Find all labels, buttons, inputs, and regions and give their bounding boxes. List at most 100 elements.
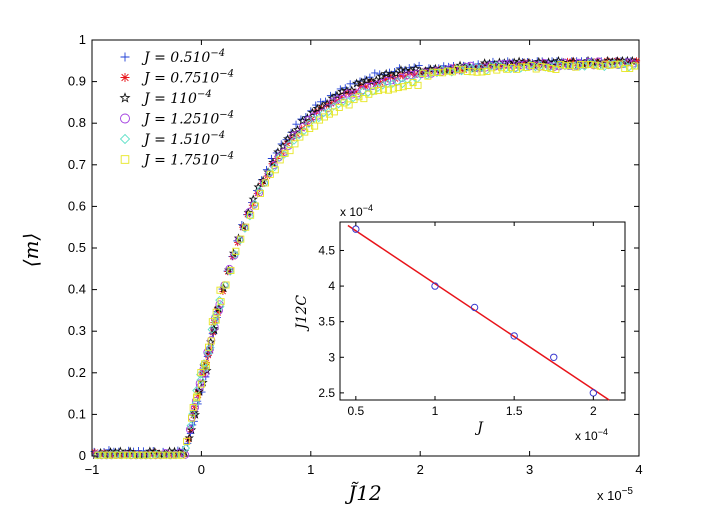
main-ticks: −1 0 1 2 3 400.10.20.30.40.50.60.70.80.91 (68, 32, 643, 477)
data-point (335, 103, 343, 111)
main-x-tick-label: −1 (85, 462, 100, 477)
data-point (358, 87, 368, 96)
legend-item: J = 1.7510−4 (120, 151, 234, 169)
inset-x-tick-label: 1 (432, 404, 439, 418)
data-point (214, 309, 222, 317)
data-point (232, 247, 240, 255)
legend-item: J = 110−4 (119, 89, 212, 107)
legend-item: J = 0.510−4 (120, 48, 225, 66)
data-point (382, 76, 391, 85)
data-point (296, 133, 304, 141)
data-point (586, 61, 594, 69)
data-point (407, 71, 416, 80)
data-point (512, 65, 520, 73)
legend-label: J = 0.510−4 (141, 48, 225, 66)
data-point (271, 166, 279, 174)
legend-item: J = 1.510−4 (119, 130, 225, 148)
inset-x-tick-label: 2 (590, 404, 597, 418)
data-point (306, 124, 314, 133)
data-point (619, 59, 629, 68)
data-point (133, 451, 141, 459)
main-markers (90, 55, 641, 460)
data-point (356, 77, 367, 87)
data-point (378, 80, 388, 90)
data-point (491, 61, 501, 70)
data-point (252, 202, 260, 210)
data-point (222, 281, 230, 289)
main-x-exponent: x 10−5 (597, 486, 633, 503)
data-point (210, 319, 218, 327)
data-point (242, 223, 250, 231)
data-point (616, 60, 624, 68)
data-point (217, 298, 225, 306)
data-point (396, 71, 404, 79)
inset-y-tick-label: 3.5 (318, 315, 335, 329)
main-ylabel: ⟨m⟩ (19, 233, 43, 268)
data-point (396, 65, 406, 74)
data-point (477, 63, 486, 72)
data-point (386, 72, 394, 81)
data-point (340, 99, 348, 107)
data-point (261, 179, 269, 187)
data-point (467, 64, 476, 73)
data-point (268, 160, 276, 168)
data-point (192, 386, 201, 395)
main-y-tick-label: 0.2 (68, 365, 86, 380)
main-y-tick-label: 0.6 (68, 198, 86, 213)
inset-y-tick-label: 4 (328, 279, 335, 293)
main-y-tick-label: 0.9 (68, 74, 86, 89)
data-point (405, 64, 413, 72)
data-point (317, 101, 327, 111)
legend-label: J = 110−4 (141, 89, 212, 107)
inset-y-exponent-power: −4 (363, 203, 373, 213)
data-point (480, 62, 488, 70)
legend-label: J = 1.2510−4 (141, 110, 234, 128)
inset-content (347, 224, 610, 401)
data-point (363, 82, 372, 91)
data-point (488, 64, 496, 72)
data-point (421, 67, 429, 75)
data-point (291, 140, 299, 148)
data-point (347, 85, 357, 95)
inset-y-exponent-base: x 10 (340, 205, 363, 219)
inset-y-tick-label: 2.5 (318, 386, 335, 400)
data-point (376, 71, 386, 81)
data-point (591, 61, 599, 69)
data-point (572, 63, 580, 71)
data-point (301, 128, 309, 136)
data-point (403, 75, 412, 84)
legend-label-base: J = 1.510 (141, 132, 210, 148)
data-point (371, 69, 379, 77)
data-point (225, 264, 234, 274)
inset-x-exponent-power: −4 (598, 427, 608, 437)
data-point (367, 78, 375, 86)
data-point (632, 57, 641, 65)
data-point (596, 62, 604, 70)
data-point (326, 91, 335, 100)
data-point (361, 75, 372, 85)
data-point (119, 451, 127, 459)
data-point (381, 68, 391, 78)
data-point (201, 360, 209, 368)
data-point (532, 65, 540, 73)
data-point (389, 85, 397, 93)
data-point (198, 370, 207, 378)
data-point (330, 108, 338, 116)
legend-label-base: J = 0.510 (141, 50, 210, 66)
data-point (197, 380, 205, 388)
main-y-tick-label: 0.1 (68, 406, 86, 421)
data-point (325, 110, 333, 118)
data-point (269, 161, 278, 170)
data-point (191, 398, 200, 408)
data-point (216, 302, 225, 311)
data-point (468, 68, 476, 76)
data-point (429, 68, 437, 76)
inset-x-tick-label: 0.5 (347, 404, 364, 418)
main-x-exponent-power: −5 (622, 486, 634, 497)
data-point (424, 72, 432, 80)
data-point (128, 451, 136, 459)
data-point (288, 134, 296, 142)
data-point (286, 147, 294, 155)
data-point (360, 95, 368, 103)
data-point (268, 157, 278, 167)
